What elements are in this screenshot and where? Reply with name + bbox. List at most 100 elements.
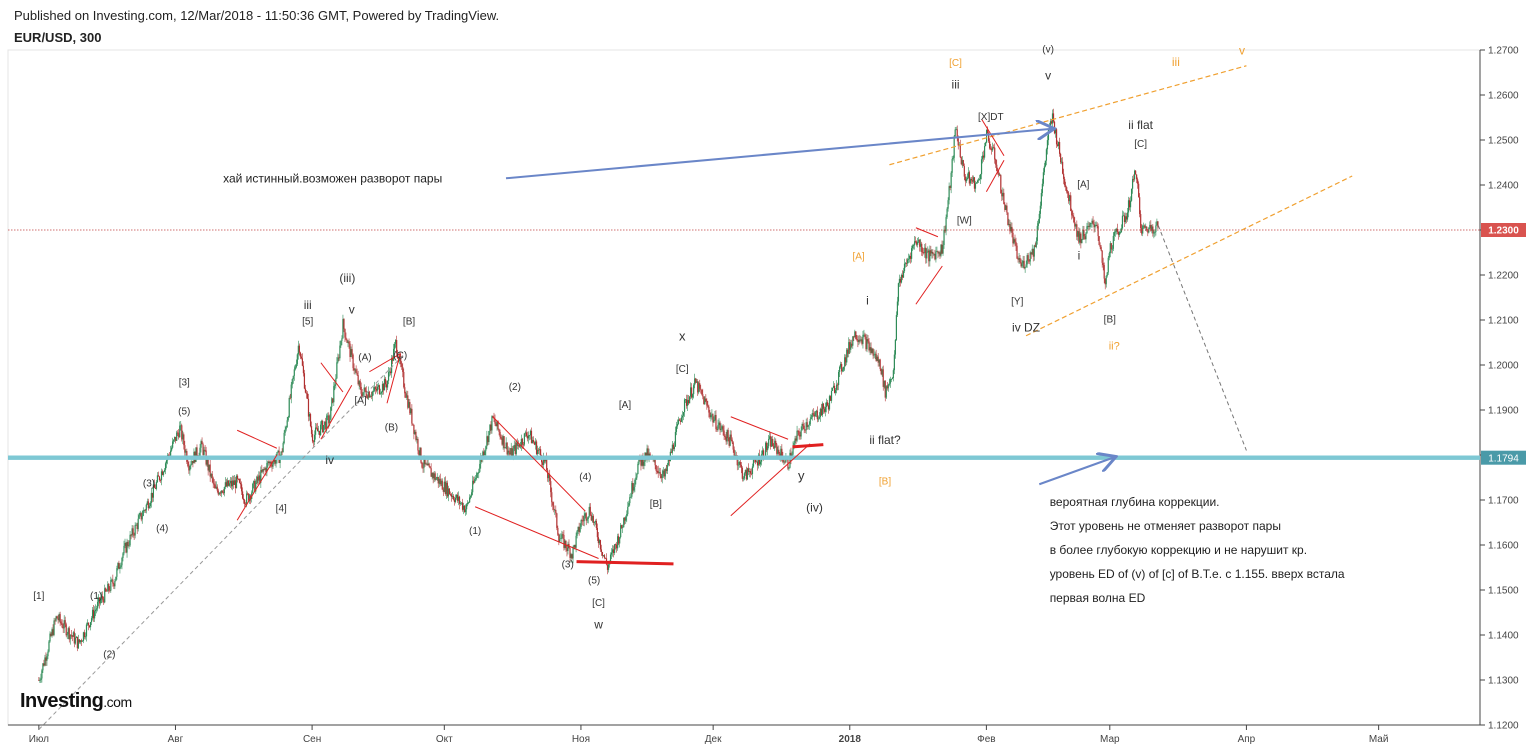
candle-body [814,412,816,417]
wave-label: iv DZ [1012,320,1040,334]
candle-body [557,527,559,535]
candle-body [444,481,446,495]
wave-label: [C] [949,58,962,69]
candle-body [625,516,627,521]
wave-label: (2) [509,382,521,393]
candle-body [994,147,996,160]
candle-body [834,389,837,393]
candle-body [1081,239,1083,244]
candle-body [956,129,958,139]
candle-body [1030,252,1032,255]
candle-body [94,611,96,619]
candle-body [156,475,159,483]
candle-body [751,466,754,474]
candle-body [919,239,921,247]
candle-body [256,476,258,483]
candle-body [817,418,819,420]
candle-body [291,379,293,385]
candle-body [909,256,912,259]
candle-body [236,475,239,479]
candle-body [1036,225,1038,241]
candle-body [463,505,466,513]
candle-body [1058,142,1061,154]
y-axis: 1.2700 1.2600 1.2500 1.2400 1.2300 1.2200 1.21… [1480,46,1519,732]
candle-body [141,515,143,520]
candle-body [188,466,190,471]
candle-body [701,389,703,395]
wave-label: v [349,302,355,316]
candle-body [1078,231,1080,243]
candle-body [960,157,962,165]
candle-body [220,490,222,494]
candle-body [383,378,386,391]
candle-body [259,475,261,483]
candle-body [239,482,242,485]
candle-body [715,414,717,430]
candle-body [601,552,604,556]
candle-body [1106,272,1108,276]
candle-body [662,470,664,474]
candle-body [921,243,923,253]
candle-body [446,482,448,497]
y-tick-label: 1.2700 [1488,46,1519,57]
candle-body [384,378,387,385]
candle-body [399,355,401,361]
candle-body [350,349,352,358]
candle-body [798,431,800,435]
wave-label: ii flat? [869,433,901,447]
candle-body [736,455,738,466]
wave-label: [5] [302,317,313,328]
candle-body [151,492,153,498]
candle-body [925,247,927,259]
candle-body [1085,233,1087,240]
candle-body [723,430,725,437]
candle-body [304,388,307,393]
candle-body [922,252,924,253]
candle-body [1088,225,1090,227]
wave-label: i [1078,248,1081,262]
candle-body [1006,205,1008,213]
candle-body [976,180,979,183]
candle-body [336,362,338,379]
candle-body [772,438,774,446]
candle-body [789,452,791,468]
candle-body [841,363,843,372]
candle-body [266,462,268,473]
candle-body [770,436,772,447]
candle-body [240,484,243,492]
candle-body [577,526,579,531]
candle-body [440,480,442,485]
red-wave-line [386,353,401,404]
candle-body [448,488,450,495]
candle-body [1140,214,1142,229]
candle-body [800,430,802,437]
candle-body [535,441,538,455]
candle-body [801,424,803,431]
candle-body [576,530,578,536]
candle-body [1051,113,1054,124]
candle-body [101,596,103,601]
candle-body [89,622,92,628]
candle-body [177,432,179,434]
candle-body [372,390,374,392]
candle-body [54,620,56,622]
candle-body [517,444,519,446]
candle-body [87,622,90,626]
candle-body [413,424,415,434]
candle-body [217,490,219,495]
candle-body [783,461,785,463]
candle-body [1143,225,1145,227]
candle-body [615,544,617,546]
candle-body [550,481,552,493]
candle-body [682,412,685,416]
candle-body [1130,188,1133,201]
candle-body [102,596,104,599]
candle-body [616,544,618,549]
candle-body [284,429,286,433]
candle-body [1128,200,1131,208]
y-tick-label: 1.2100 [1488,316,1519,327]
candle-body [232,480,235,485]
candle-body [467,502,469,505]
candle-body [219,492,221,494]
